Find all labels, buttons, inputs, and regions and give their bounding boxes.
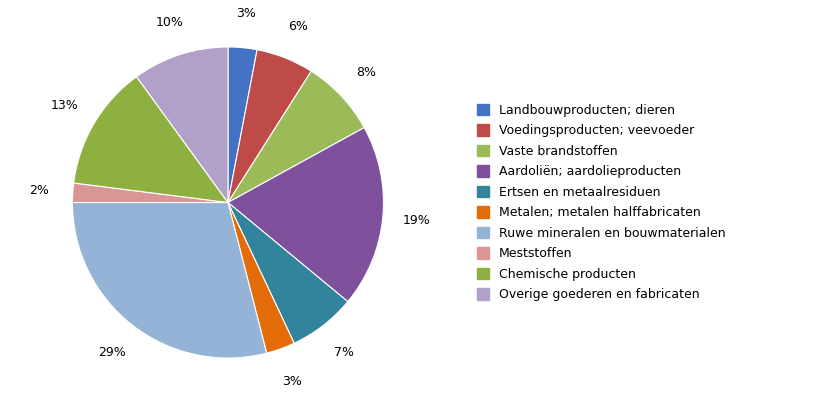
Wedge shape	[228, 50, 311, 202]
Text: 2%: 2%	[29, 184, 49, 197]
Text: 13%: 13%	[51, 99, 79, 113]
Text: 10%: 10%	[155, 15, 183, 28]
Wedge shape	[228, 128, 383, 302]
Wedge shape	[228, 71, 363, 202]
Wedge shape	[72, 202, 267, 358]
Wedge shape	[228, 202, 294, 353]
Wedge shape	[228, 202, 348, 343]
Legend: Landbouwproducten; dieren, Voedingsproducten; veevoeder, Vaste brandstoffen, Aar: Landbouwproducten; dieren, Voedingsprodu…	[473, 100, 729, 305]
Wedge shape	[72, 183, 228, 202]
Text: 8%: 8%	[356, 66, 376, 79]
Text: 3%: 3%	[282, 375, 302, 388]
Text: 19%: 19%	[402, 214, 431, 227]
Text: 6%: 6%	[287, 19, 307, 32]
Wedge shape	[228, 47, 257, 202]
Wedge shape	[137, 47, 228, 202]
Text: 3%: 3%	[236, 7, 256, 20]
Wedge shape	[74, 77, 228, 202]
Text: 29%: 29%	[98, 346, 125, 359]
Text: 7%: 7%	[334, 346, 354, 359]
